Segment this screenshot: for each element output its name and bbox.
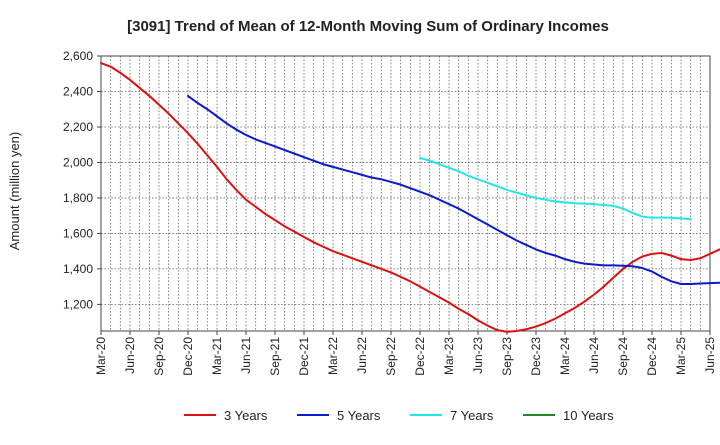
y-tick-label: 1,600 xyxy=(63,226,93,240)
x-tick-label: Sep-22 xyxy=(384,337,398,376)
axes: 1,200 1,400 1,600 1,800 2,000 2,200 2,400 2,600… xyxy=(63,49,717,376)
series-line-5-years xyxy=(187,94,720,285)
grid-lines xyxy=(100,55,711,331)
chart-title: [3091] Trend of Mean of 12-Month Moving … xyxy=(127,18,609,35)
x-tick-label: Dec-21 xyxy=(297,337,311,376)
y-axis-label: Amount (million yen) xyxy=(7,132,22,251)
x-tick-label: Sep-23 xyxy=(500,337,514,376)
x-tick-label: Mar-23 xyxy=(442,337,456,375)
x-tick-label: Mar-24 xyxy=(558,337,572,375)
y-tick-label: 1,200 xyxy=(63,297,93,311)
y-tick-label: 2,400 xyxy=(63,84,93,98)
legend-label-7-years: 7 Years xyxy=(450,408,494,423)
x-tick-label: Mar-22 xyxy=(326,337,340,375)
x-tick-label: Jun-24 xyxy=(587,337,601,374)
legend: 3 Years 5 Years 7 Years 10 Years xyxy=(184,408,614,423)
series-line-3-years xyxy=(100,62,720,333)
x-tick-label: Sep-24 xyxy=(616,337,630,376)
x-tick-label: Jun-22 xyxy=(355,337,369,374)
series-line-7-years xyxy=(419,157,692,221)
x-tick-label: Mar-25 xyxy=(674,337,688,375)
y-tick-label: 2,200 xyxy=(63,120,93,134)
data-series xyxy=(100,62,720,333)
x-tick-label: Dec-23 xyxy=(529,337,543,376)
y-tick-label: 2,000 xyxy=(63,155,93,169)
x-tick-label: Dec-24 xyxy=(645,337,659,376)
x-tick-label: Dec-22 xyxy=(413,337,427,376)
legend-label-5-years: 5 Years xyxy=(337,408,381,423)
legend-label-3-years: 3 Years xyxy=(224,408,268,423)
x-tick-label: Dec-20 xyxy=(181,337,195,376)
x-tick-label: Jun-23 xyxy=(471,337,485,374)
x-tick-label: Mar-21 xyxy=(210,337,224,375)
x-tick-label: Jun-25 xyxy=(703,337,717,374)
x-tick-label: Jun-21 xyxy=(239,337,253,374)
legend-label-10-years: 10 Years xyxy=(563,408,614,423)
x-tick-label: Mar-20 xyxy=(94,337,108,375)
y-tick-label: 2,600 xyxy=(63,49,93,63)
x-tick-label: Jun-20 xyxy=(123,337,137,374)
y-tick-label: 1,800 xyxy=(63,191,93,205)
x-tick-label: Sep-20 xyxy=(152,337,166,376)
x-tick-label: Sep-21 xyxy=(268,337,282,376)
plot-frame xyxy=(100,55,711,332)
y-tick-label: 1,400 xyxy=(63,262,93,276)
